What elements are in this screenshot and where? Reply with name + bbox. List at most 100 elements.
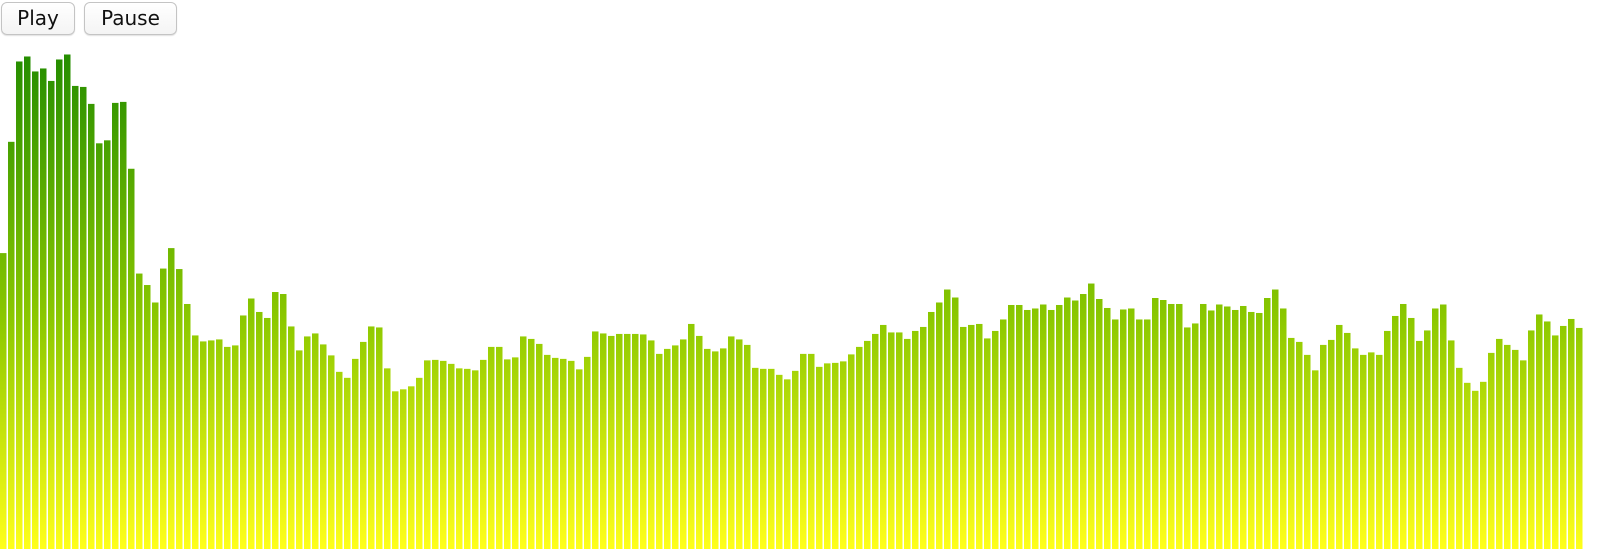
frequency-bar — [40, 68, 47, 549]
frequency-bar — [864, 340, 871, 549]
frequency-bar — [1384, 330, 1391, 549]
frequency-bar — [832, 362, 839, 549]
frequency-bar — [688, 323, 695, 549]
frequency-bar — [1568, 318, 1575, 549]
frequency-bar — [992, 330, 999, 549]
frequency-bar — [624, 333, 631, 549]
frequency-bar — [952, 297, 959, 549]
pause-button[interactable]: Pause — [84, 2, 177, 35]
frequency-bar — [1392, 315, 1399, 549]
frequency-bar — [1184, 327, 1191, 549]
frequency-bar — [784, 379, 791, 549]
frequency-bar — [736, 339, 743, 549]
frequency-bar — [160, 268, 167, 549]
frequency-bar — [1208, 310, 1215, 549]
frequency-bar — [1376, 354, 1383, 549]
frequency-bar — [976, 323, 983, 549]
frequency-bar — [352, 358, 359, 549]
frequency-bar — [520, 336, 527, 549]
frequency-bar — [1456, 367, 1463, 549]
frequency-bar — [528, 338, 535, 549]
play-button[interactable]: Play — [1, 2, 75, 35]
frequency-bar — [1088, 283, 1095, 549]
frequency-bar — [448, 363, 455, 549]
frequency-bar — [1536, 314, 1543, 549]
frequency-bar — [608, 335, 615, 549]
frequency-bar — [1320, 344, 1327, 549]
frequency-bar — [672, 345, 679, 549]
frequency-bar — [1280, 308, 1287, 549]
frequency-bar — [384, 368, 391, 549]
frequency-bar — [808, 353, 815, 549]
frequency-bar — [872, 333, 879, 549]
frequency-bar — [560, 358, 567, 549]
frequency-bar — [656, 353, 663, 549]
frequency-bar — [1112, 319, 1119, 549]
frequency-bar — [1152, 298, 1159, 549]
frequency-bar — [960, 326, 967, 549]
frequency-bar — [888, 332, 895, 549]
frequency-bar — [1512, 349, 1519, 549]
frequency-bar — [152, 302, 159, 549]
frequency-bar — [480, 359, 487, 549]
frequency-bar — [696, 335, 703, 549]
frequency-bar — [856, 346, 863, 549]
frequency-bar — [896, 332, 903, 549]
frequency-bar — [1216, 304, 1223, 549]
frequency-bar — [592, 331, 599, 549]
frequency-bar — [128, 168, 135, 549]
frequency-bar — [712, 351, 719, 549]
frequency-bar — [48, 80, 55, 549]
frequency-bar — [840, 361, 847, 549]
frequency-bar — [912, 330, 919, 549]
frequency-bar — [968, 324, 975, 549]
frequency-bar — [1176, 303, 1183, 549]
frequency-bar — [464, 368, 471, 549]
frequency-bar — [1288, 337, 1295, 549]
frequency-bar — [1520, 360, 1527, 549]
frequency-bar — [1368, 352, 1375, 549]
frequency-bar — [1464, 382, 1471, 549]
frequency-bar — [24, 56, 31, 549]
frequency-bar — [1144, 319, 1151, 549]
frequency-bar — [936, 302, 943, 549]
frequency-bar — [136, 273, 143, 549]
frequency-bar — [80, 86, 87, 549]
frequency-bar — [32, 71, 39, 549]
frequency-bar — [112, 102, 119, 549]
frequency-bar — [336, 371, 343, 549]
frequency-bar — [200, 341, 207, 549]
frequency-bar — [1352, 348, 1359, 549]
frequency-bar — [1072, 300, 1079, 549]
frequency-bar — [1336, 324, 1343, 549]
frequency-bar — [544, 354, 551, 549]
frequency-bar — [1224, 306, 1231, 549]
frequency-bar — [904, 338, 911, 549]
frequency-bar — [1432, 308, 1439, 549]
frequency-bar — [640, 334, 647, 549]
frequency-bar — [416, 377, 423, 549]
frequency-bar — [1328, 339, 1335, 549]
frequency-bar — [424, 360, 431, 549]
frequency-bar — [648, 340, 655, 549]
frequency-bar — [320, 344, 327, 549]
frequency-bar — [0, 253, 7, 549]
frequency-bar — [1024, 309, 1031, 549]
frequency-bar — [488, 346, 495, 549]
frequency-bar — [768, 368, 775, 549]
frequency-bar — [1120, 309, 1127, 549]
frequency-bar — [1272, 289, 1279, 549]
frequency-bar — [240, 315, 247, 549]
frequency-bar — [760, 368, 767, 549]
frequency-bar — [1304, 354, 1311, 549]
frequency-bar — [1008, 304, 1015, 549]
frequency-bar — [880, 324, 887, 549]
frequency-bar — [1264, 298, 1271, 549]
frequency-bar — [1400, 303, 1407, 549]
frequency-bar — [96, 143, 103, 549]
frequency-bar — [704, 348, 711, 549]
frequency-bar — [1168, 303, 1175, 549]
frequency-bar — [1016, 304, 1023, 549]
frequency-bar — [408, 386, 415, 549]
